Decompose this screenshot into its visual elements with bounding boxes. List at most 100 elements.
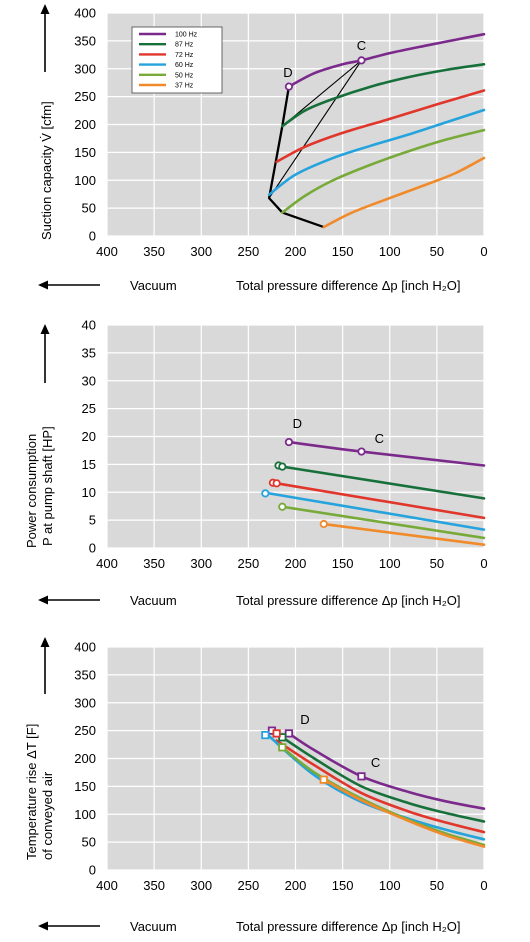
y-tick-label: 30 [82,373,96,388]
series-line [281,465,486,500]
x-tick-label: 200 [285,878,307,893]
envelope-line [267,86,325,229]
data-point-marker [357,772,366,781]
x-tick-label: 250 [238,878,260,893]
x-tick-label: 100 [379,878,401,893]
y-tick-label: 0 [89,229,96,244]
series-line [281,736,486,823]
x-tick-label: 100 [379,556,401,571]
legend-box [131,26,223,94]
suction-capacity-chart: 400 350 300 250 200 150 100 50 0 0 50 100 150 200 250 3… [38,4,488,293]
point-markers [284,56,366,91]
x-tick-label: 350 [143,556,165,571]
x-axis-label-vacuum: Vacuum [130,919,177,934]
point-label: D [283,65,292,80]
x-tick-label: 300 [190,556,212,571]
x-tick-label: 350 [143,244,165,259]
legend-label: 37 Hz [175,83,194,90]
y-tick-label: 35 [82,345,96,360]
y-axis-label-line-1: Temperature rise ΔT [F] [24,724,39,860]
y-axis-label-line-2: of conveyed air [40,771,55,860]
y-axis-arrow [40,324,50,383]
data-point-marker [278,743,287,752]
series-line [287,32,486,88]
data-point-marker [284,82,294,91]
y-tick-label: 400 [74,6,96,21]
annotations: DC [283,38,366,80]
x-tick-label: 50 [430,878,444,893]
y-axis-arrow [40,4,50,72]
x-axis-label: Total pressure difference Δp [inch H₂O] [236,278,461,293]
x-axis-label: Total pressure difference Δp [inch H₂O] [236,593,461,608]
x-tick-label: 0 [480,878,487,893]
x-tick-label: 400 [96,878,118,893]
y-tick-label: 5 [89,513,96,528]
x-tick-label: 300 [190,244,212,259]
series-lines [267,440,486,546]
x-axis-label-vacuum: Vacuum [130,278,177,293]
series-line [281,62,486,128]
series-lines [267,732,486,848]
point-markers [261,437,366,529]
y-tick-label: 250 [74,89,96,104]
data-point-marker [278,502,287,511]
temperature-rise-chart: 400 350 300 250 200 150 100 50 0 0 50 100 150 200 250 3… [24,637,488,934]
series-line [287,440,486,467]
y-tick-label: 300 [74,61,96,76]
x-tick-label: 250 [238,556,260,571]
y-axis-arrow [40,637,50,694]
series-line [281,128,486,214]
legend: 100 Hz 87 Hz 72 Hz 60 Hz 50 Hz 37 Hz [131,26,223,94]
y-tick-label: 200 [74,117,96,132]
x-tick-label: 400 [96,244,118,259]
x-tick-label: 200 [285,244,307,259]
series-line [281,505,486,540]
x-tick-label: 0 [480,556,487,571]
data-point-marker [319,775,328,784]
grid-lines [106,324,485,549]
x-tick-label: 50 [430,244,444,259]
tick-labels: 400 350 300 250 200 150 100 50 0 0 50 100 150 200 250 3… [74,640,487,894]
x-tick-label: 150 [332,878,354,893]
y-tick-label: 400 [74,640,96,655]
data-point-marker [284,437,294,447]
y-axis-label: Suction capacity V̇ [cfm] [39,101,54,240]
legend-label: 72 Hz [175,52,194,59]
point-label: C [375,431,384,446]
series-line [322,522,486,546]
y-tick-label: 100 [74,173,96,188]
y-axis-label-line-2: P at pump shaft [HP] [40,426,55,546]
series-line [275,482,486,520]
x-tick-label: 300 [190,878,212,893]
series-line [275,89,486,164]
y-tick-label: 350 [74,667,96,682]
y-tick-label: 10 [82,485,96,500]
x-axis-label: Total pressure difference Δp [inch H₂O] [236,919,461,934]
y-tick-label: 0 [89,863,96,878]
data-point-marker [357,56,366,65]
x-axis-arrow [38,921,100,931]
tick-labels: 400 350 300 250 200 150 100 50 0 0 5 10 15 20 25 30 35 40 [82,318,488,572]
point-markers [261,726,366,784]
series-line [287,732,486,810]
series-line [267,492,486,531]
point-label: C [371,755,380,770]
y-tick-label: 250 [74,723,96,738]
x-tick-label: 0 [480,244,487,259]
data-point-marker [272,479,281,488]
data-point-marker [319,519,328,529]
y-tick-label: 300 [74,695,96,710]
x-tick-label: 400 [96,556,118,571]
y-tick-label: 0 [89,541,96,556]
x-tick-label: 150 [332,244,354,259]
series-line [275,739,486,834]
data-point-marker [284,729,294,738]
point-label: D [293,416,302,431]
series-line [322,778,486,848]
x-tick-label: 100 [379,244,401,259]
data-point-marker [278,462,287,471]
point-label: C [357,38,366,53]
x-tick-label: 250 [238,244,260,259]
x-axis-arrow [38,280,100,290]
